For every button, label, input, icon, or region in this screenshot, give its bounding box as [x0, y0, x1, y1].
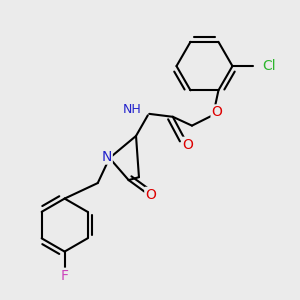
Text: Cl: Cl: [262, 59, 275, 73]
Text: O: O: [182, 138, 193, 152]
Text: F: F: [61, 269, 69, 283]
Text: O: O: [145, 188, 156, 202]
Text: NH: NH: [123, 103, 142, 116]
Text: N: N: [101, 150, 112, 164]
Text: O: O: [212, 105, 222, 119]
